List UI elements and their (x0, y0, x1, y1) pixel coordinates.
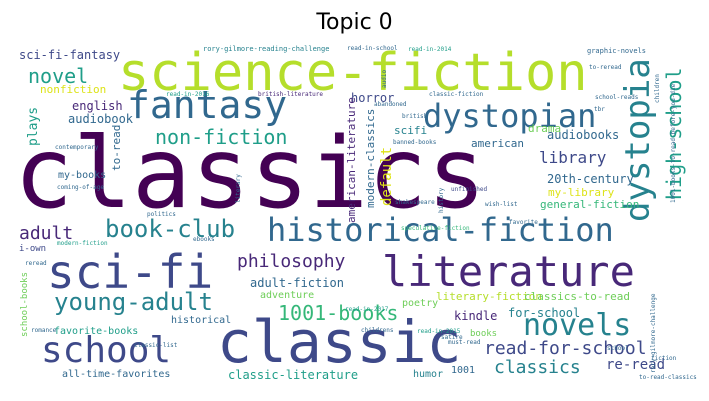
word-to-read: to-read (110, 124, 123, 171)
word-speculative-fiction: speculative-fiction (401, 225, 470, 232)
word-classics-to-read: classics-to-read (524, 290, 630, 303)
word-romance: romance (31, 327, 57, 334)
word-classics-small: classics (494, 357, 581, 378)
word-read-in-2014: read-in-2014 (408, 46, 452, 53)
word-books: books (470, 329, 498, 339)
word-young-adult: young-adult (54, 288, 213, 316)
word-fiction: fiction (651, 355, 677, 362)
word-my-library: my-library (548, 186, 615, 199)
word-favorite-books: favorite-books (54, 326, 139, 337)
word-politics: politics (147, 211, 176, 218)
word-literary-fiction: literary-fiction (436, 290, 542, 303)
word-british: british (402, 113, 428, 120)
word-reread: reread (25, 260, 47, 267)
word-read-in-2017: read-in-2017 (345, 306, 389, 313)
word-historical: historical (171, 315, 232, 326)
word-fantasy: fantasy (127, 83, 288, 127)
word-book-club: book-club (105, 215, 236, 243)
word-classic-fiction: classic-fiction (429, 91, 484, 98)
word-read-in-school: read-in-school (347, 45, 398, 52)
word-1001-books-before-you-die: 1001-books-to-read-before-you-die (670, 83, 677, 203)
chart-title: Topic 0 (316, 10, 393, 35)
word-banned-books: banned-books (393, 139, 437, 146)
word-childrens: childrens (361, 327, 394, 334)
word-tbr: tbr (594, 106, 605, 113)
word-classic: classic (217, 308, 462, 376)
word-adult-fiction: adult-fiction (250, 276, 344, 290)
word-modern-fiction: modern-fiction (57, 240, 108, 247)
word-classics-large: classics (14, 117, 487, 231)
word-unfinished: unfinished (451, 186, 488, 193)
word-cloud: classics science-fiction sci-fi literatu… (11, 43, 699, 388)
word-scifi-fantasy: sci-fi-fantasy (19, 48, 121, 62)
word-poetry: poetry (402, 298, 439, 309)
word-audiobook: audiobook (68, 112, 134, 126)
word-literature: literature (382, 247, 635, 296)
word-read-for-school: read-for-school (484, 338, 647, 359)
word-i-own: i-own (19, 244, 47, 254)
word-wish-list: wish-list (485, 201, 518, 208)
word-novels: novels (523, 308, 632, 343)
word-school-reads: school-reads (595, 94, 639, 101)
word-american-literature: american-literature (345, 97, 358, 223)
word-1001: 1001 (451, 365, 476, 376)
word-for-school: for-school (508, 306, 581, 320)
word-default: default (379, 146, 395, 206)
word-novel: novel (28, 64, 89, 88)
word-british-literature: british-literature (258, 91, 324, 98)
word-coming-of-age: coming-of-age (57, 184, 104, 191)
word-science-fiction: science-fiction (118, 43, 588, 103)
word-rory-gilmore: rory-gilmore-reading-challenge (203, 45, 330, 53)
word-kindle: kindle (454, 309, 498, 323)
word-horror: horror (351, 91, 395, 105)
word-shakespeare: shakespeare (395, 199, 435, 206)
word-my-books: my-books (58, 170, 107, 181)
word-must-read: must-read (448, 339, 481, 346)
word-philosophy: philosophy (237, 251, 346, 272)
word-history: history (438, 187, 445, 213)
word-children: children (654, 74, 661, 103)
word-literary: literary (235, 174, 242, 203)
word-adult: adult (19, 223, 74, 244)
word-favorite: favorite (509, 219, 538, 226)
word-school-books: school-books (20, 271, 30, 337)
word-library: library (539, 148, 607, 167)
word-audiobooks: audiobooks (547, 128, 620, 142)
word-abandoned: abandoned (374, 101, 407, 108)
word-classic-literature: classic-literature (228, 368, 359, 382)
word-historical-fiction: historical-fiction (267, 211, 614, 249)
word-english: english (72, 99, 123, 113)
word-american: american (471, 137, 524, 150)
word-graphic-novels: graphic-novels (587, 47, 647, 55)
word-to-reread: to-reread (589, 64, 622, 71)
word-audio: audio (381, 69, 388, 88)
word-non-fiction: non-fiction (155, 125, 288, 149)
word-ebooks: ebooks (193, 236, 215, 243)
word-modern-classics: modern-classics (364, 108, 377, 208)
word-read-in-2016: read-in-2016 (166, 91, 210, 98)
word-20th-century: 20th-century (547, 172, 634, 186)
word-adventure: adventure (260, 290, 315, 301)
word-humor: humor (413, 369, 444, 380)
word-contemporary: contemporary (55, 144, 99, 151)
word-scifi-small: scifi (394, 124, 428, 137)
word-general-fiction: general-fiction (540, 198, 640, 211)
word-drama: drama (528, 122, 562, 135)
word-read-in-2015: read-in-2015 (417, 328, 461, 335)
word-school-small: school (607, 345, 629, 352)
word-to-read-classics: to-read-classics (639, 374, 697, 381)
word-satire: satire (441, 334, 463, 341)
word-all-time-favorites: all-time-favorites (62, 369, 171, 380)
word-sci-fi: sci-fi (47, 245, 214, 299)
word-classic-list: classic-list (134, 342, 178, 349)
word-dystopian: dystopian (423, 97, 597, 135)
word-re-read: re-read (606, 357, 666, 373)
word-1001-books: 1001-books (278, 301, 399, 325)
word-school: school (41, 330, 172, 371)
word-plays: plays (26, 106, 41, 146)
word-nonfiction: nonfiction (40, 83, 107, 96)
